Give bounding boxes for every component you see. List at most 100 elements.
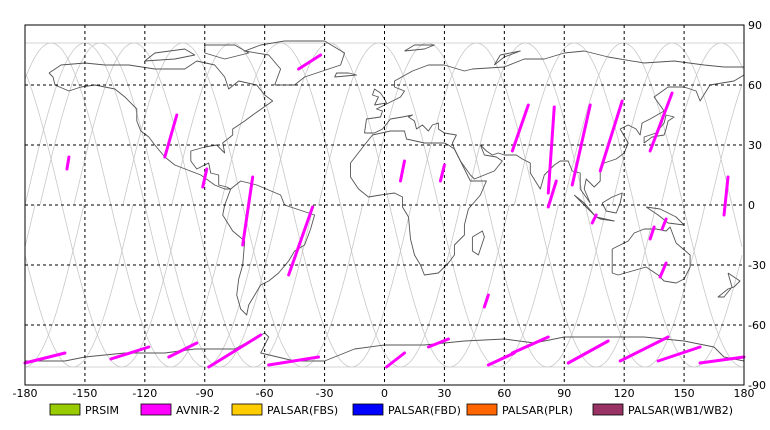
legend-label: PRSIM <box>85 404 119 417</box>
observation-strip <box>486 351 516 367</box>
legend-item: PALSAR(PLR) <box>466 403 573 417</box>
latitude-tick-label: 30 <box>748 139 762 152</box>
legend-item: PALSAR(FBD) <box>352 403 461 417</box>
coastline <box>144 48 196 62</box>
graticule <box>25 25 744 385</box>
observation-strips <box>23 53 746 369</box>
coastline <box>244 40 346 86</box>
legend-item: AVNIR-2 <box>140 403 220 417</box>
orbit-track <box>24 42 743 368</box>
observation-strip <box>510 335 550 355</box>
map-frame <box>24 24 745 386</box>
longitude-tick-label: 30 <box>437 387 451 400</box>
orbit-track <box>25 42 744 368</box>
coastline <box>222 180 316 316</box>
coastline <box>364 50 744 134</box>
coastline <box>334 72 357 78</box>
legend-swatch <box>466 403 498 416</box>
latitude-tick-label: 0 <box>748 199 755 212</box>
observation-strip <box>658 261 668 279</box>
coastline <box>573 194 597 218</box>
longitude-tick-label: 150 <box>674 387 695 400</box>
legend-label: PALSAR(FBS) <box>267 404 338 417</box>
coastline <box>404 44 435 52</box>
coastline <box>471 230 485 256</box>
observation-strip <box>648 225 656 241</box>
coastline <box>643 114 675 144</box>
orbit-track <box>269 42 510 368</box>
observation-strip <box>163 113 179 159</box>
legend-swatch <box>231 403 263 416</box>
observation-strip <box>207 333 263 369</box>
legend-item: PRSIM <box>49 403 119 417</box>
coastline <box>595 216 615 222</box>
longitude-tick-label: -180 <box>13 387 38 400</box>
legend-item: PALSAR(FBS) <box>231 403 338 417</box>
observation-strip <box>438 163 446 183</box>
observation-strip <box>267 355 321 367</box>
orbit-track <box>220 42 461 368</box>
coastline <box>48 60 274 190</box>
observation-strip <box>618 335 670 363</box>
observation-strip <box>65 155 71 171</box>
legend-label: AVNIR-2 <box>176 404 220 417</box>
longitude-tick-label: 0 <box>381 387 388 400</box>
coastline <box>372 88 387 106</box>
latitude-tick-label: -60 <box>748 319 766 332</box>
legend-label: PALSAR(PLR) <box>502 404 573 417</box>
longitude-tick-label: -120 <box>132 387 157 400</box>
latitude-tick-label: 90 <box>748 19 762 32</box>
longitude-tick-label: -60 <box>256 387 274 400</box>
legend-swatch <box>140 403 172 416</box>
observation-strip <box>482 293 490 309</box>
observation-strip <box>590 213 598 225</box>
observation-strip <box>660 217 668 231</box>
latitude-labels: 90 60 30 0 -30 -60 -90 <box>748 19 766 392</box>
coastline <box>493 50 521 66</box>
longitude-tick-label: -90 <box>196 387 214 400</box>
observation-strip <box>656 345 702 363</box>
observation-strip <box>23 351 67 365</box>
latitude-tick-label: 60 <box>748 79 762 92</box>
latitude-tick-label: -90 <box>748 379 766 392</box>
coastline <box>364 74 745 204</box>
longitude-labels: -180 -150 -120 -90 -60 -30 0 30 60 90 120 150 180 <box>13 387 755 400</box>
observation-strip <box>598 99 624 173</box>
observation-strip <box>426 337 450 349</box>
observation-strip <box>510 103 530 153</box>
longitude-tick-label: 90 <box>557 387 571 400</box>
orbit-track <box>318 42 559 368</box>
observation-strip <box>546 179 558 209</box>
coastline <box>611 226 691 284</box>
longitude-tick-label: 60 <box>497 387 511 400</box>
coastlines <box>25 40 745 362</box>
longitude-tick-label: 180 <box>734 387 755 400</box>
latitude-tick-label: -30 <box>748 259 766 272</box>
coastline <box>601 192 623 214</box>
longitude-tick-label: 120 <box>614 387 635 400</box>
legend-swatch <box>49 403 81 416</box>
observation-strip <box>648 91 674 153</box>
observation-strip <box>167 341 199 359</box>
orbit-track <box>24 42 743 368</box>
observation-strip <box>201 167 209 189</box>
coastline <box>350 130 487 276</box>
observation-strip <box>566 339 610 365</box>
observation-strip <box>546 105 556 195</box>
coastline <box>204 44 250 60</box>
observation-strip <box>287 205 315 277</box>
legend: PRSIM AVNIR-2 PALSAR(FBS) PALSAR(FBD) PALSAR… <box>49 403 733 417</box>
observation-strip <box>722 175 730 217</box>
observation-strip <box>109 345 151 361</box>
observation-strip <box>698 355 746 365</box>
legend-label: PALSAR(WB1/WB2) <box>628 404 733 417</box>
observation-strip <box>570 103 592 187</box>
legend-swatch <box>592 403 624 416</box>
legend-item: PALSAR(WB1/WB2) <box>592 403 733 417</box>
observation-strip <box>398 159 406 183</box>
longitude-tick-label: -150 <box>72 387 97 400</box>
coastline <box>717 272 741 298</box>
coastline <box>25 332 745 362</box>
